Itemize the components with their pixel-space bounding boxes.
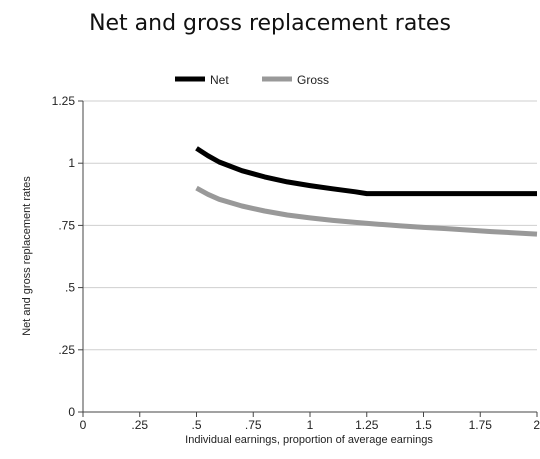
- y-tick-label: .75: [58, 218, 75, 232]
- y-tick-label: .5: [65, 281, 75, 295]
- gridlines: [83, 100, 537, 351]
- y-tick-label: 1: [68, 156, 75, 170]
- x-tick-label: 2: [533, 418, 540, 432]
- tick-labels: 0 .25 .5 .75 1 1.25 0 .25 .5 .75 1 1.25 1.5 1.75 2: [52, 94, 540, 432]
- y-tick-label: .25: [58, 343, 75, 357]
- series-line-gross: [195, 185, 538, 237]
- x-tick-label: .25: [131, 418, 148, 432]
- x-tick-label: 0: [80, 418, 87, 432]
- legend-label-gross: Gross: [297, 73, 329, 87]
- x-tick-label: 1.25: [355, 418, 379, 432]
- x-tick-label: .75: [245, 418, 262, 432]
- x-tick-label: .5: [191, 418, 201, 432]
- series-line-net: [195, 146, 537, 197]
- x-tick-label: 1: [307, 418, 314, 432]
- axes: [78, 100, 538, 417]
- x-tick-label: 1.5: [415, 418, 432, 432]
- y-tick-label: 1.25: [52, 94, 76, 108]
- y-tick-label: 0: [68, 405, 75, 419]
- chart-title: Net and gross replacement rates: [89, 11, 451, 36]
- x-tick-label: 1.75: [469, 418, 493, 432]
- legend: Net Gross: [175, 73, 329, 87]
- legend-label-net: Net: [210, 73, 229, 87]
- x-axis-label: Individual earnings, proportion of avera…: [185, 434, 433, 446]
- y-axis-label: Net and gross replacement rates: [21, 176, 33, 336]
- series-lines: [195, 146, 538, 237]
